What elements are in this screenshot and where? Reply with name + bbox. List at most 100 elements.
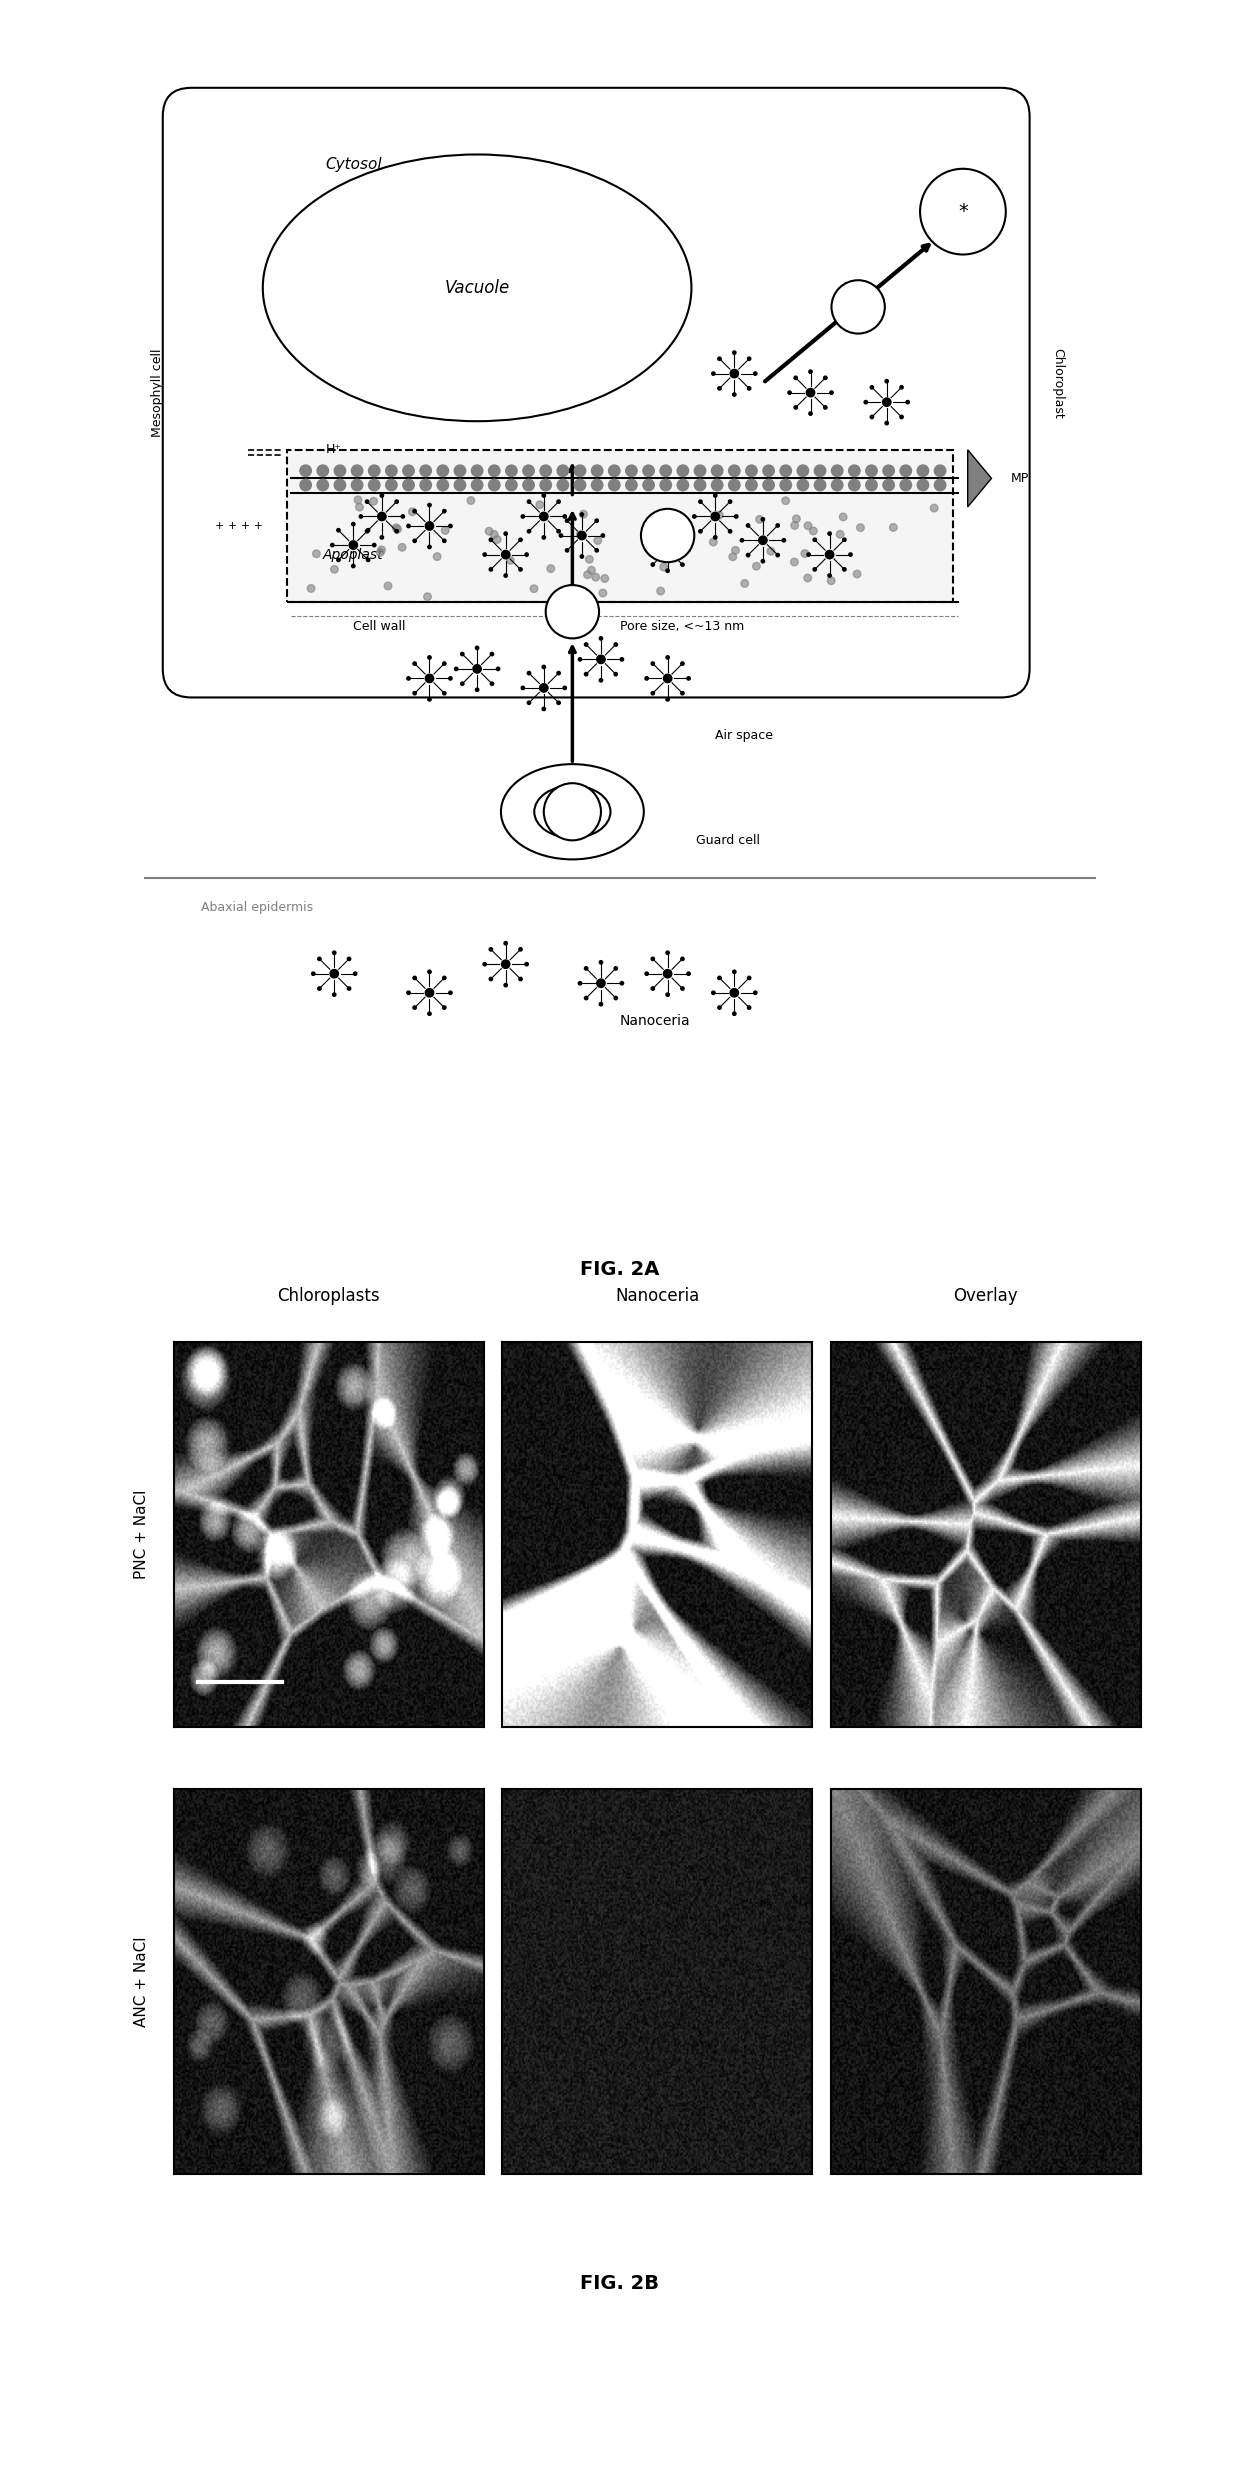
Circle shape [645,676,649,681]
Circle shape [918,480,929,490]
Circle shape [407,676,410,681]
Circle shape [471,465,482,477]
Circle shape [425,522,434,529]
Circle shape [542,537,546,539]
Circle shape [490,681,494,686]
Circle shape [794,405,797,410]
Circle shape [438,465,449,477]
Circle shape [832,465,843,477]
Circle shape [666,569,670,572]
Circle shape [832,480,843,490]
Circle shape [651,534,655,537]
Circle shape [900,385,903,390]
Circle shape [501,959,510,969]
Circle shape [518,977,522,982]
Circle shape [330,969,339,979]
Circle shape [754,992,756,994]
Circle shape [368,465,379,477]
Circle shape [503,574,507,577]
Circle shape [355,497,362,504]
Circle shape [588,567,595,574]
Circle shape [428,698,432,701]
FancyBboxPatch shape [286,450,954,601]
Circle shape [580,554,584,559]
Text: FIG. 2A: FIG. 2A [580,1260,660,1277]
Circle shape [531,584,538,591]
Circle shape [745,480,758,490]
Circle shape [542,708,546,711]
Circle shape [578,659,582,661]
Circle shape [584,673,588,676]
Circle shape [681,534,684,537]
Circle shape [601,534,605,537]
Circle shape [317,465,329,477]
Circle shape [733,350,737,355]
Circle shape [300,465,311,477]
Circle shape [443,539,446,542]
Text: + + + +: + + + + [215,522,263,532]
Circle shape [489,480,500,490]
Circle shape [557,480,569,490]
Circle shape [443,691,446,696]
Circle shape [536,502,543,509]
Circle shape [591,465,603,477]
Circle shape [687,676,691,681]
Circle shape [518,947,522,952]
Circle shape [920,169,1006,253]
Circle shape [642,480,655,490]
Text: Guard cell: Guard cell [696,835,760,847]
Circle shape [496,666,500,671]
Circle shape [557,701,560,703]
Circle shape [711,512,719,522]
Circle shape [485,527,494,534]
Circle shape [694,480,706,490]
Circle shape [449,676,453,681]
Circle shape [843,567,846,572]
Circle shape [557,671,560,676]
Circle shape [539,480,552,490]
Circle shape [614,673,618,676]
Circle shape [883,480,894,490]
Circle shape [614,967,618,969]
Circle shape [547,564,554,572]
Circle shape [413,661,417,666]
Circle shape [484,552,486,557]
Circle shape [490,947,492,952]
Circle shape [918,465,929,477]
Circle shape [807,552,810,557]
Circle shape [489,465,500,477]
Text: 2: 2 [568,606,577,619]
Circle shape [460,654,464,656]
Circle shape [300,480,311,490]
Circle shape [885,380,888,383]
Text: FIG. 2B: FIG. 2B [580,2274,660,2294]
Circle shape [396,499,398,504]
Circle shape [455,666,458,671]
Circle shape [506,465,517,477]
Circle shape [713,495,717,497]
Circle shape [866,465,877,477]
Circle shape [381,495,383,497]
Circle shape [539,683,548,693]
Circle shape [849,552,852,557]
Circle shape [527,499,531,504]
Circle shape [782,539,785,542]
Circle shape [889,524,897,532]
Circle shape [580,512,584,517]
Circle shape [699,529,702,532]
Circle shape [539,465,552,477]
Circle shape [584,644,588,646]
Circle shape [591,574,599,581]
Circle shape [595,519,599,522]
Circle shape [386,465,397,477]
Circle shape [503,984,507,987]
Circle shape [578,532,587,539]
Circle shape [443,661,446,666]
Circle shape [748,358,750,360]
Circle shape [356,504,363,512]
Circle shape [805,522,812,529]
Circle shape [828,532,831,534]
Circle shape [763,465,774,477]
Circle shape [351,480,363,490]
Circle shape [413,977,417,979]
